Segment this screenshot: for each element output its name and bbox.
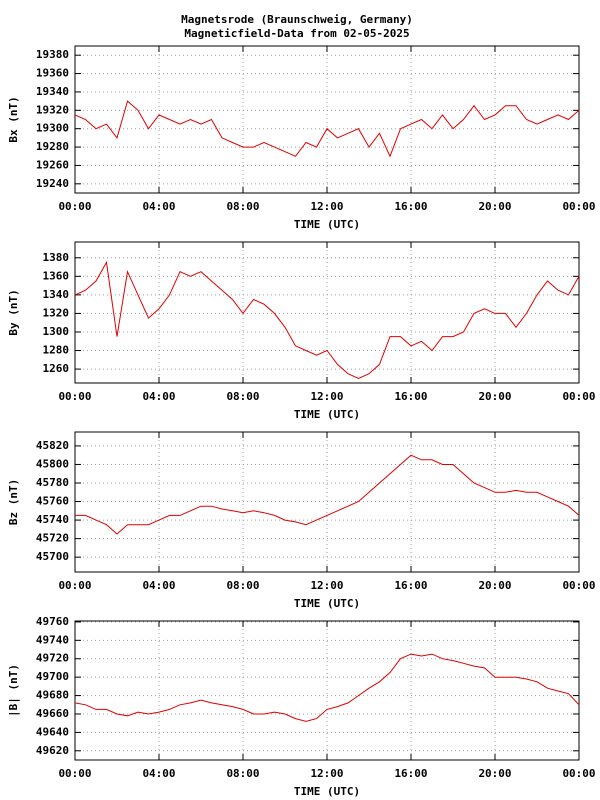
x-tick-label: 16:00	[394, 579, 427, 592]
y-axis-label: Bx (nT)	[7, 96, 20, 142]
x-tick-label: 00:00	[562, 579, 595, 592]
x-tick-label: 08:00	[226, 390, 259, 403]
x-tick-label: 08:00	[226, 579, 259, 592]
y-tick-label: 45700	[36, 550, 69, 563]
y-tick-label: 1360	[43, 269, 70, 282]
x-tick-label: 04:00	[142, 579, 175, 592]
chart-subtitle: Magneticfield-Data from 02-05-2025	[184, 27, 409, 40]
y-tick-label: 1300	[43, 325, 70, 338]
x-axis-label: TIME (UTC)	[294, 597, 360, 610]
plot-frame	[74, 241, 580, 384]
y-tick-label: 49660	[36, 707, 69, 720]
x-tick-label: 20:00	[478, 200, 511, 213]
plot-frame	[74, 45, 580, 194]
x-axis-label: TIME (UTC)	[294, 218, 360, 231]
y-tick-label: 49700	[36, 670, 69, 683]
data-line	[74, 100, 580, 158]
x-tick-label: 00:00	[58, 200, 91, 213]
x-tick-label: 00:00	[58, 767, 91, 780]
x-tick-label: 12:00	[310, 390, 343, 403]
y-tick-label: 1380	[43, 251, 70, 264]
x-tick-label: 20:00	[478, 767, 511, 780]
x-tick-label: 00:00	[562, 767, 595, 780]
y-tick-label: 19380	[36, 48, 69, 61]
y-axis-label: By (nT)	[7, 289, 20, 335]
y-tick-label: 49680	[36, 689, 69, 702]
data-line	[75, 454, 580, 535]
y-tick-label: 1260	[43, 362, 70, 375]
chart-title: Magnetsrode (Braunschweig, Germany)	[181, 13, 413, 26]
y-tick-label: 49740	[36, 633, 69, 646]
y-tick-label: 19320	[36, 103, 69, 116]
y-tick-label: 49760	[36, 615, 69, 628]
data-line	[74, 653, 580, 722]
x-tick-label: 12:00	[310, 767, 343, 780]
y-tick-label: 49620	[36, 744, 69, 757]
x-tick-label: 16:00	[394, 200, 427, 213]
x-tick-label: 08:00	[226, 767, 259, 780]
x-tick-label: 04:00	[142, 200, 175, 213]
y-axis-label: |B| (nT)	[7, 664, 20, 717]
y-tick-label: 19360	[36, 67, 69, 80]
x-tick-label: 12:00	[310, 200, 343, 213]
x-tick-label: 00:00	[58, 390, 91, 403]
x-tick-label: 12:00	[310, 579, 343, 592]
y-tick-label: 49720	[36, 652, 69, 665]
x-tick-label: 20:00	[478, 579, 511, 592]
x-tick-label: 16:00	[394, 767, 427, 780]
y-tick-label: 45760	[36, 495, 69, 508]
y-tick-label: 1280	[43, 344, 70, 357]
x-tick-label: 00:00	[562, 200, 595, 213]
data-line	[74, 260, 580, 379]
x-tick-label: 00:00	[58, 579, 91, 592]
y-tick-label: 49640	[36, 725, 69, 738]
y-tick-label: 1320	[43, 306, 70, 319]
plot-frame	[74, 431, 580, 573]
y-tick-label: 45740	[36, 513, 69, 526]
y-tick-label: 45780	[36, 476, 69, 489]
y-tick-label: 19280	[36, 140, 69, 153]
y-tick-label: 19300	[36, 122, 69, 135]
x-axis-label: TIME (UTC)	[294, 408, 360, 421]
y-tick-label: 45720	[36, 532, 69, 545]
x-tick-label: 04:00	[142, 767, 175, 780]
y-tick-label: 45820	[36, 439, 69, 452]
x-tick-label: 00:00	[562, 390, 595, 403]
y-tick-label: 19240	[36, 177, 69, 190]
x-axis-label: TIME (UTC)	[294, 785, 360, 798]
y-axis-label: Bz (nT)	[7, 479, 20, 525]
x-tick-label: 16:00	[394, 390, 427, 403]
y-tick-label: 19340	[36, 85, 69, 98]
y-tick-label: 19260	[36, 158, 69, 171]
x-tick-label: 08:00	[226, 200, 259, 213]
plot-frame	[74, 620, 580, 761]
x-tick-label: 20:00	[478, 390, 511, 403]
y-tick-label: 45800	[36, 457, 69, 470]
y-tick-label: 1340	[43, 288, 70, 301]
x-tick-label: 04:00	[142, 390, 175, 403]
